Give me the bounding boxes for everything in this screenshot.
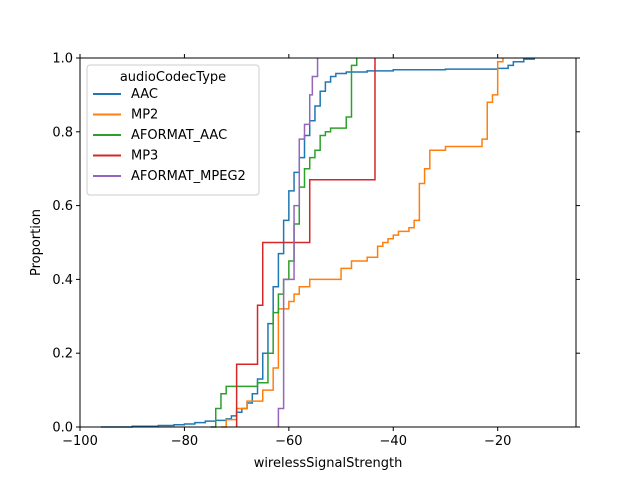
series-line-mp3: [235, 58, 376, 427]
x-tick-label: −40: [380, 434, 407, 449]
plot-series: [100, 58, 535, 428]
x-tick-label: −100: [62, 434, 98, 449]
legend: audioCodecType AAC MP2 AFORMAT_AAC MP3 AFORM…: [86, 64, 260, 196]
series-line-aformat-mpeg2: [277, 58, 319, 427]
legend-entry-label: MP2: [131, 108, 158, 123]
y-tick-label: 1.0: [52, 52, 73, 67]
axes-frame: [79, 57, 577, 428]
legend-entry-label: AFORMAT_AAC: [131, 128, 227, 143]
x-tick-label: −80: [171, 434, 198, 449]
legend-entry-label: AFORMAT_MPEG2: [131, 169, 246, 184]
x-tick-label: −60: [275, 434, 302, 449]
series-line-mp2: [220, 58, 504, 428]
x-tick-label: −20: [484, 434, 511, 449]
legend-entry-label: AAC: [131, 87, 158, 102]
legend-entries: AAC MP2 AFORMAT_AAC MP3 AFORMAT_MPEG2: [93, 87, 246, 184]
y-tick-label: 0.2: [52, 347, 73, 362]
series-line-aac: [100, 58, 535, 428]
x-axis: −100 −80 −60 −40 −20: [62, 54, 511, 449]
legend-box: [86, 64, 260, 196]
legend-title: audioCodecType: [120, 70, 226, 85]
y-axis: 0.0 0.2 0.4 0.6 0.8 1.0: [52, 52, 580, 436]
y-tick-label: 0.4: [52, 273, 73, 288]
y-tick-label: 0.6: [52, 199, 73, 214]
y-tick-label: 0.8: [52, 125, 73, 140]
x-axis-label: wirelessSignalStrength: [254, 456, 403, 471]
y-tick-label: 0.0: [52, 421, 73, 436]
y-axis-label: Proportion: [29, 209, 44, 276]
legend-entry-label: MP3: [131, 149, 158, 164]
